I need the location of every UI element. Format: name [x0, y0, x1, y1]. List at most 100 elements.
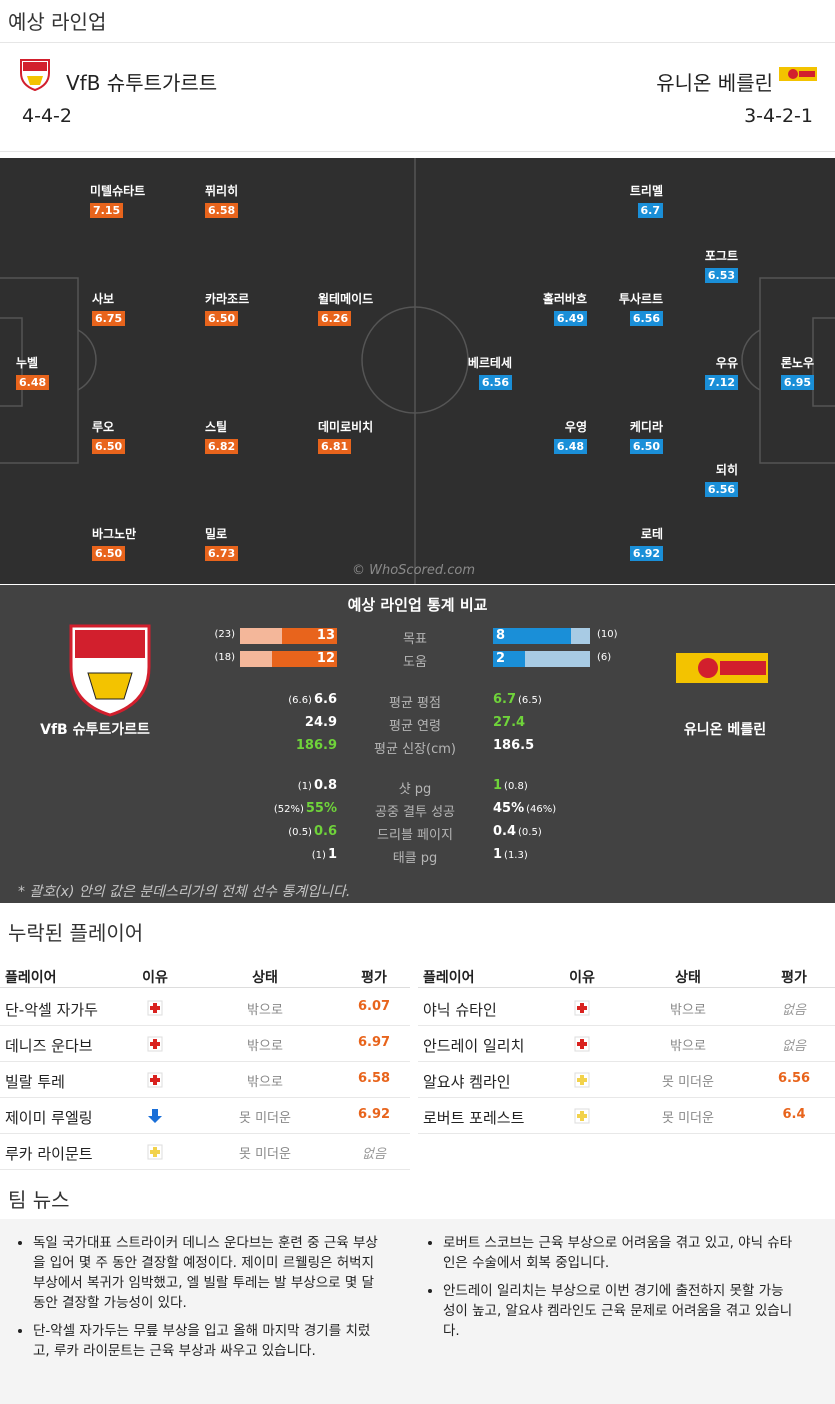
- stat-label: 샷 pg: [398, 782, 432, 797]
- player-name: 루오: [92, 420, 115, 434]
- table-row: 빌랄 투레 밖으로 6.58: [0, 1062, 410, 1098]
- player: 밀로 6.73: [205, 525, 239, 561]
- bar-value: 13: [316, 628, 335, 643]
- league-value: (0.8): [504, 781, 528, 792]
- stat-value: 1: [493, 778, 503, 793]
- home-value: 186.9: [296, 738, 337, 753]
- player-name: 되히: [715, 463, 738, 477]
- status: 밖으로: [247, 1039, 283, 1054]
- away-team-name: 유니온 베를린: [683, 722, 767, 738]
- player: 미텔슈타트 7.15: [90, 182, 145, 218]
- status: 못 미더운: [239, 1147, 291, 1162]
- player-rating: 6.53: [704, 268, 738, 283]
- stat-label: 태클 pg: [392, 851, 438, 866]
- league-value: (23): [214, 629, 235, 640]
- player-rating: 6.56: [704, 482, 738, 497]
- player-name: 로버트 포레스트: [423, 1109, 525, 1127]
- rating: 6.58: [357, 1071, 391, 1086]
- rating: 없음: [362, 1147, 386, 1162]
- status: 못 미더운: [662, 1075, 714, 1090]
- league-value: (0.5): [518, 827, 542, 838]
- player: 윌테메이드 6.26: [318, 290, 373, 326]
- rating: 없음: [782, 1003, 806, 1018]
- player: 홀러바흐 6.49: [543, 290, 587, 326]
- table-row: 단-악셀 자가두 밖으로 6.07: [0, 990, 410, 1026]
- stat-label: 평균 신장(cm): [374, 742, 456, 757]
- home-value: (52%) 55%: [274, 801, 337, 816]
- player-name: 론노우: [780, 356, 814, 370]
- player-name: 케디라: [629, 420, 663, 434]
- table-row: 안드레이 일리치 밖으로 없음: [418, 1026, 835, 1062]
- news-item: 단-악셀 자가두는 무릎 부상을 입고 올해 마지막 경기를 치렀고, 루카 라…: [33, 1321, 385, 1361]
- reason-icon: [147, 1144, 163, 1160]
- away-value: 0.4 (0.5): [493, 824, 542, 839]
- status: 밖으로: [670, 1003, 706, 1018]
- table-row: 루카 라이문트 못 미더운 없음: [0, 1134, 410, 1170]
- rating: 6.92: [357, 1107, 391, 1122]
- player-rating: 6.56: [629, 311, 663, 326]
- player-name: 윌테메이드: [318, 292, 374, 306]
- player-name: 스틸: [205, 420, 228, 434]
- player-rating: 6.26: [318, 311, 352, 326]
- away-formation: 3-4-2-1: [744, 105, 813, 127]
- column-header: 이유: [569, 970, 595, 986]
- status: 못 미더운: [662, 1111, 714, 1126]
- home-value: (1) 1: [312, 847, 337, 862]
- team-logo: [69, 624, 151, 717]
- rating: 6.4: [782, 1107, 806, 1122]
- status: 못 미더운: [239, 1111, 291, 1126]
- reason-icon: [574, 1108, 590, 1124]
- player-name: 우영: [564, 420, 587, 434]
- player: 투사르트 6.56: [619, 290, 663, 326]
- player: 바그노만 6.50: [92, 525, 136, 561]
- league-value: (1.3): [504, 850, 528, 861]
- home-team-name: VfB 슈투트가르트: [66, 71, 218, 95]
- stat-value: 1: [327, 847, 337, 862]
- stat-value: 0.4: [493, 824, 517, 839]
- player: 우유 7.12: [704, 354, 738, 390]
- away-value: 1 (1.3): [493, 847, 528, 862]
- player-name: 투사르트: [618, 292, 663, 306]
- bar: [493, 651, 526, 667]
- player-name: 데니즈 운다브: [5, 1037, 93, 1055]
- player-name: 단-악셀 자가두: [5, 1001, 98, 1019]
- player: 데미로비치 6.81: [318, 418, 373, 454]
- stat-value: 1: [493, 847, 503, 862]
- player-name: 카라조르: [205, 292, 250, 306]
- table-row: 야닉 슈타인 밖으로 없음: [418, 990, 835, 1026]
- table-row: 알요샤 켐라인 못 미더운 6.56: [418, 1062, 835, 1098]
- stat-label: 도움: [403, 655, 427, 670]
- player-name: 포그트: [704, 249, 738, 263]
- away-value: 1 (0.8): [493, 778, 528, 793]
- home-value: (0.5) 0.6: [288, 824, 337, 839]
- player-rating: 6.50: [629, 439, 663, 454]
- player-rating: 6.49: [553, 311, 587, 326]
- news-column: 독일 국가대표 스트라이커 데니스 운다브는 훈련 중 근육 부상을 입어 몇 …: [15, 1233, 385, 1369]
- player: 되히 6.56: [704, 461, 738, 497]
- stats-note: * 괄호(x) 안의 값은 분데스리가의 전체 선수 통계입니다.: [18, 884, 351, 900]
- section-title: 누락된 플레이어: [8, 921, 144, 945]
- league-value: (6.5): [518, 695, 542, 706]
- team-card: VfB 슈투트가르트 4-4-2 유니온 베를린 3-4-2-1: [0, 42, 835, 152]
- player: 포그트 6.53: [704, 247, 738, 283]
- player-rating: 6.75: [92, 311, 126, 326]
- player-rating: 6.58: [205, 203, 239, 218]
- player: 베르테세 6.56: [468, 354, 512, 390]
- player-name: 빌랄 투레: [5, 1073, 65, 1091]
- stat-value: 24.9: [304, 715, 337, 730]
- player: 카라조르 6.50: [205, 290, 249, 326]
- player: 로테 6.92: [629, 525, 663, 561]
- player-name: 밀로: [205, 527, 228, 541]
- player: 누벨 6.48: [16, 354, 50, 390]
- reason-icon: [147, 1072, 163, 1088]
- player-rating: 6.73: [205, 546, 239, 561]
- away-team-name: 유니온 베를린: [656, 71, 773, 95]
- player-name: 우유: [715, 356, 738, 370]
- column-header: 상태: [252, 970, 278, 986]
- home-value: (1) 0.8: [298, 778, 337, 793]
- team-logo: [20, 59, 50, 91]
- stat-value: 45%: [493, 801, 525, 816]
- player: 트리멜 6.7: [630, 182, 663, 218]
- rating: 6.07: [357, 999, 391, 1014]
- home-formation: 4-4-2: [22, 105, 72, 127]
